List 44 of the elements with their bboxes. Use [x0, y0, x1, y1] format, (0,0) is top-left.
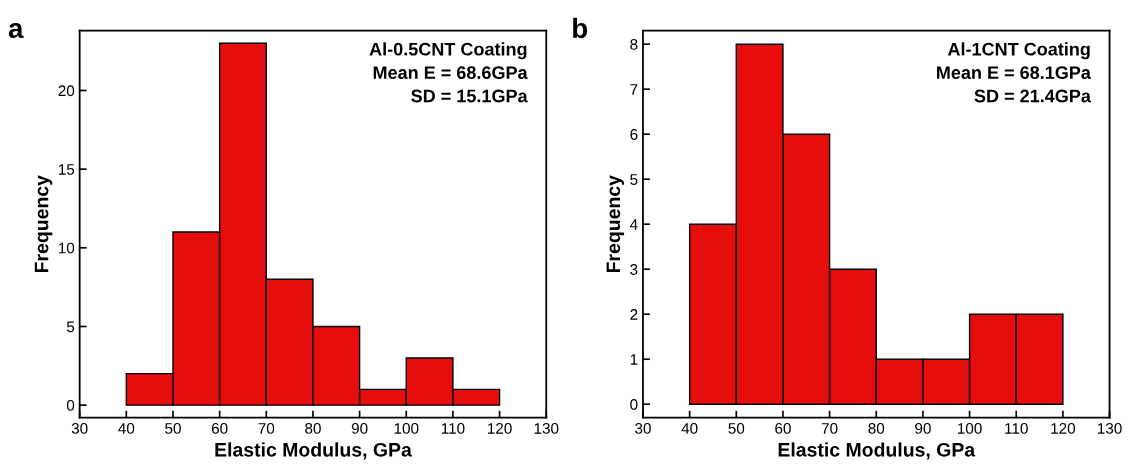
y-tick-label: 0 [630, 399, 638, 410]
y-axis-title: Frequency [606, 175, 625, 273]
x-tick-label: 30 [635, 422, 651, 434]
y-axis-title: Frequency [34, 175, 53, 273]
x-tick-label: 130 [534, 422, 559, 434]
y-tick-label: 5 [630, 174, 638, 185]
x-tick-label: 100 [394, 422, 419, 434]
x-tick-label: 80 [305, 422, 321, 434]
annotation: Al-1CNT Coating Mean E = 68.1GPa SD = 21.4GPa [937, 42, 1092, 103]
x-tick-label: 130 [1097, 422, 1122, 434]
text: b [573, 17, 588, 39]
x-tick-label: 120 [488, 422, 512, 434]
x-tick-label: 90 [915, 422, 931, 434]
y-tick-label: 7 [630, 84, 638, 95]
x-tick-label: 60 [775, 422, 791, 434]
y-tick-label: 15 [58, 164, 75, 175]
x-tick-label: 60 [211, 422, 228, 434]
x-tick-label: 100 [958, 422, 982, 434]
y-tick-label: 10 [58, 242, 75, 254]
text: a [8, 22, 24, 39]
y-tick-label: 20 [58, 85, 75, 97]
x-tick-label: 110 [441, 422, 465, 434]
x-tick-label: 90 [351, 422, 368, 434]
y-tick-label: 0 [66, 400, 75, 411]
annotation: Al-0.5CNT Coating Mean E = 68.6GPa SD = 15.1GPa [369, 42, 528, 103]
x-tick-label: 120 [1051, 422, 1076, 434]
x-tick-label: 40 [681, 422, 698, 434]
x-axis-title: Elastic Modulus, GPa [215, 442, 412, 460]
y-tick-label: 6 [630, 129, 638, 140]
y-tick-label: 4 [629, 219, 638, 230]
y-tick-label: 3 [630, 264, 638, 275]
x-tick-label: 110 [1005, 422, 1028, 434]
x-axis-title: Elastic Modulus, GPa [778, 442, 976, 460]
y-tick-label: 8 [630, 39, 638, 50]
x-tick-label: 80 [868, 422, 885, 434]
x-tick-label: 70 [821, 422, 838, 434]
y-tick-label: 5 [66, 321, 75, 333]
x-tick-label: 50 [165, 422, 181, 434]
x-tick-label: 50 [728, 422, 745, 434]
x-tick-label: 30 [71, 422, 88, 434]
y-tick-label: 2 [630, 309, 638, 320]
y-tick-label: 1 [630, 354, 638, 365]
x-tick-label: 70 [258, 422, 275, 434]
x-tick-label: 40 [118, 422, 135, 434]
